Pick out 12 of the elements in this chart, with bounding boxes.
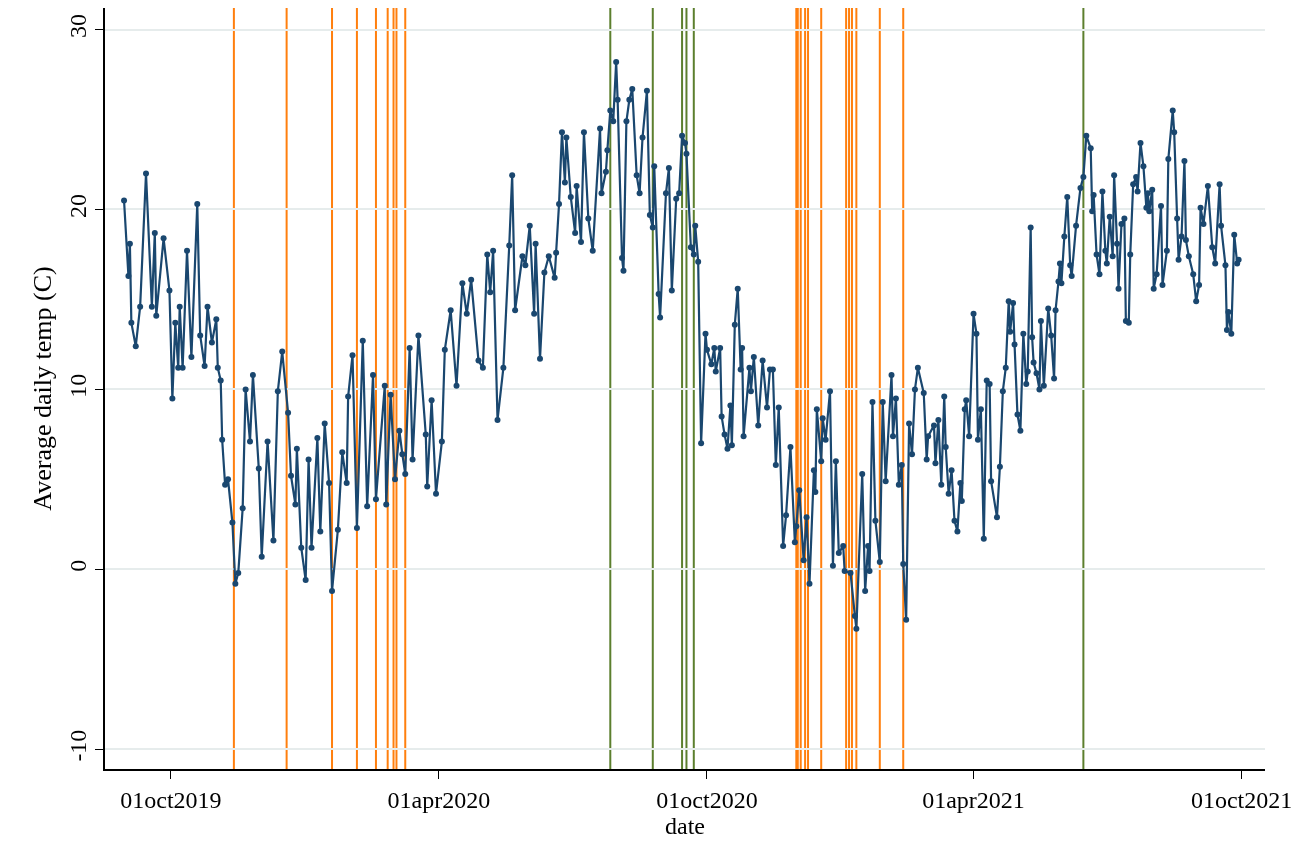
x-tick-label: 01oct2019 [120, 786, 222, 813]
y-tick-label: -10 [64, 729, 91, 762]
y-tick-label: 20 [64, 193, 91, 218]
y-tick-label: 0 [64, 559, 91, 572]
x-axis-title: date [665, 812, 705, 839]
y-tick-label: 30 [64, 13, 91, 38]
y-tick-label: 10 [64, 373, 91, 398]
x-tick-label: 01apr2021 [922, 786, 1025, 813]
x-tick-label: 01oct2021 [1190, 786, 1293, 813]
x-tick-label: 01oct2020 [656, 786, 758, 813]
x-tick-label: 01apr2020 [387, 786, 491, 813]
y-axis-title: Average daily temp (C) [27, 266, 57, 511]
